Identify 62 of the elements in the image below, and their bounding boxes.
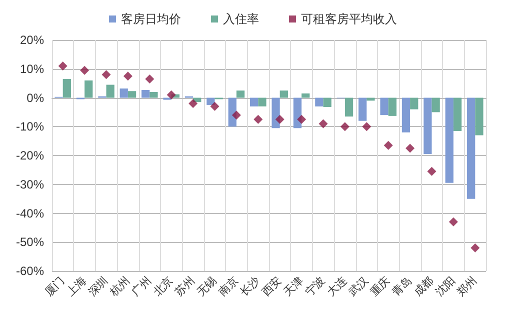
y-tick-label: 10% <box>20 62 44 76</box>
point <box>318 119 328 128</box>
y-tick-label: 0% <box>26 90 44 105</box>
bar <box>280 90 288 98</box>
bar <box>323 98 332 107</box>
point <box>58 61 68 70</box>
point <box>470 243 480 252</box>
point <box>210 102 220 111</box>
y-tick-label: -40% <box>16 206 44 220</box>
point <box>297 114 306 124</box>
bar <box>410 98 418 110</box>
bar <box>402 98 410 132</box>
legend-label: 可租客房平均收入 <box>301 12 397 26</box>
bar <box>388 98 396 116</box>
point <box>166 90 176 100</box>
point <box>80 66 90 75</box>
point <box>145 74 154 84</box>
point <box>427 166 436 176</box>
point <box>188 99 198 108</box>
bar <box>366 98 375 101</box>
point <box>362 122 372 132</box>
bar <box>258 98 266 106</box>
bar <box>344 98 354 117</box>
legend-label: 入住率 <box>223 12 259 26</box>
point <box>448 217 458 226</box>
bar <box>62 78 71 98</box>
bar <box>84 80 93 98</box>
bar <box>120 88 128 98</box>
y-tick-label: -30% <box>16 177 44 192</box>
point <box>232 110 241 120</box>
bar <box>128 91 136 98</box>
y-tick-label: -60% <box>16 264 44 278</box>
bar <box>475 98 484 136</box>
bar <box>424 98 432 154</box>
point <box>123 72 132 81</box>
point <box>102 70 111 80</box>
point <box>340 122 350 132</box>
y-tick-label: -10% <box>16 120 44 134</box>
point <box>384 140 393 150</box>
bar <box>272 98 280 128</box>
bar <box>358 98 367 121</box>
bar <box>106 84 114 98</box>
y-tick-label: -50% <box>16 235 44 250</box>
x-tick-label: 苏州 <box>172 274 198 299</box>
bar <box>380 98 388 116</box>
bar <box>467 98 476 199</box>
y-tick-label: 20% <box>20 33 44 47</box>
point <box>406 144 415 153</box>
bar <box>315 98 324 106</box>
bar <box>150 92 158 98</box>
bar <box>142 90 150 98</box>
bar <box>250 98 258 106</box>
bar <box>453 98 462 131</box>
bar <box>445 98 454 183</box>
point <box>254 114 263 124</box>
bar <box>236 90 245 98</box>
y-tick-label: -20% <box>16 148 44 162</box>
point <box>275 114 284 124</box>
legend-label: 客房日均价 <box>121 12 181 26</box>
bar <box>302 93 310 98</box>
bar <box>206 98 215 105</box>
bar <box>432 98 440 112</box>
